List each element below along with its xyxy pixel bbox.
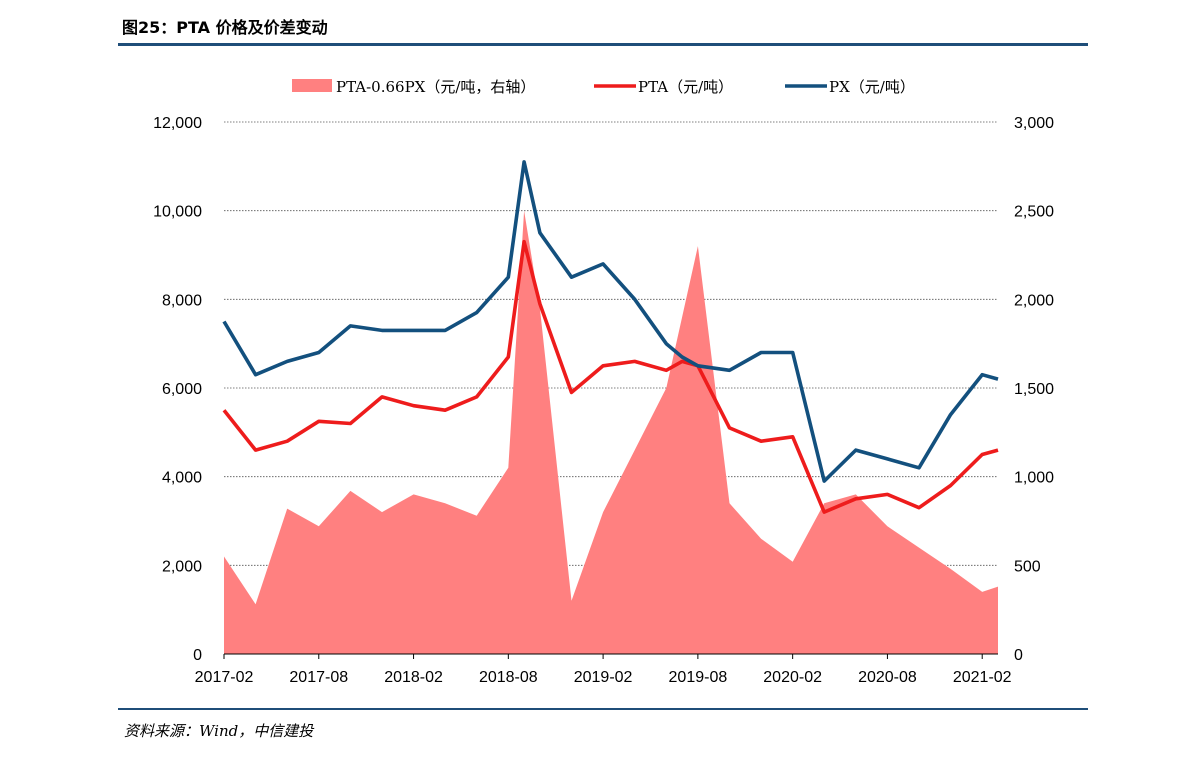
spread-area-layer xyxy=(224,210,998,654)
x-tick-label: 2018-08 xyxy=(479,669,538,686)
legend-px-label: PX（元/吨） xyxy=(829,78,915,96)
x-tick-label: 2017-08 xyxy=(289,669,348,686)
legend-spread-swatch xyxy=(292,79,332,92)
top-rule xyxy=(118,43,1088,46)
x-tick-label: 2020-08 xyxy=(858,669,917,686)
series-line-pta xyxy=(222,239,999,514)
bottom-rule xyxy=(118,708,1088,710)
x-tick-label: 2017-02 xyxy=(195,669,254,686)
y-left-tick-label: 0 xyxy=(193,647,202,664)
y-right-tick-label: 2,000 xyxy=(1014,292,1054,309)
y-right-tick-label: 0 xyxy=(1014,647,1023,664)
legend-spread-label: PTA-0.66PX（元/吨，右轴） xyxy=(336,78,535,96)
source-note: 资料来源：Wind，中信建投 xyxy=(124,722,314,740)
y-left-tick-label: 2,000 xyxy=(162,558,202,575)
figure-title: 图25：PTA 价格及价差变动 xyxy=(122,18,328,37)
y-left-tick-label: 12,000 xyxy=(153,115,202,132)
legend: PTA-0.66PX（元/吨，右轴） PTA（元/吨） PX（元/吨） xyxy=(292,78,915,96)
y-left-tick-label: 10,000 xyxy=(153,204,202,221)
y-right-tick-label: 1,500 xyxy=(1014,381,1054,398)
x-tick-label: 2019-08 xyxy=(669,669,728,686)
y-right-tick-label: 2,500 xyxy=(1014,204,1054,221)
y-left-tick-label: 8,000 xyxy=(162,292,202,309)
axes: 0 2,000 4,000 6,000 8,000 10,000 12,000 0 500 1,0… xyxy=(153,115,1054,686)
x-tick-label: 2021-02 xyxy=(953,669,1012,686)
x-tick-label: 2018-02 xyxy=(384,669,443,686)
y-right-tick-label: 1,000 xyxy=(1014,470,1054,487)
y-left-tick-label: 6,000 xyxy=(162,381,202,398)
series-line-px xyxy=(222,160,999,483)
y-right-tick-label: 3,000 xyxy=(1014,115,1054,132)
x-tick-label: 2019-02 xyxy=(574,669,633,686)
y-left-tick-label: 4,000 xyxy=(162,470,202,487)
price-lines-layer xyxy=(222,160,999,514)
series-area-pta-0.66px xyxy=(224,210,998,654)
x-tick-label: 2020-02 xyxy=(763,669,822,686)
y-right-tick-label: 500 xyxy=(1014,558,1041,575)
legend-pta-label: PTA（元/吨） xyxy=(638,78,733,96)
